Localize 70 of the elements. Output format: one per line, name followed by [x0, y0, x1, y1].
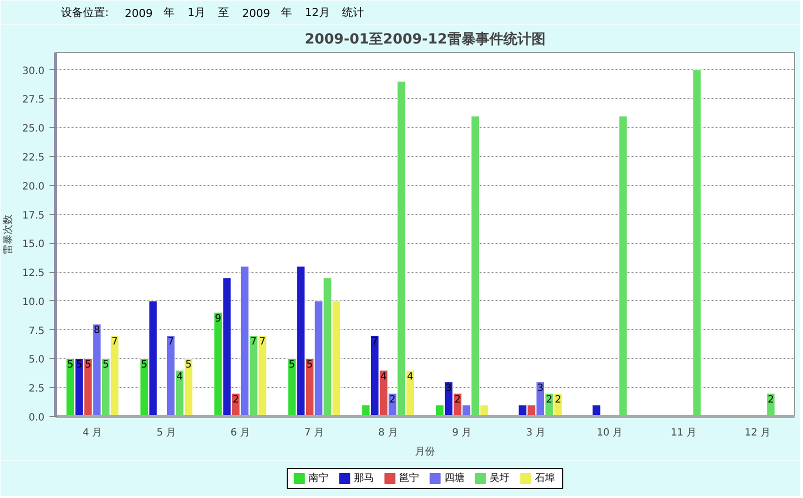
bar	[692, 70, 702, 416]
legend-label: 那马	[354, 473, 374, 484]
x-tick-label: 6 月	[230, 428, 250, 438]
y-tick-label: 30.0	[22, 66, 44, 77]
text: 12月	[304, 6, 330, 19]
legend-label: 邕宁	[399, 472, 420, 484]
x-tick-label: 12 月	[744, 428, 771, 438]
text: 2009	[124, 7, 153, 20]
bar	[618, 116, 628, 416]
y-tick-label: 12.5	[22, 268, 44, 280]
legend-label: 吴圩	[490, 472, 510, 484]
data-label: 7	[372, 336, 378, 348]
legend-label: 南宁	[308, 472, 329, 484]
y-axis-title: 雷暴次数	[3, 214, 14, 254]
data-label: 2	[389, 394, 396, 406]
legend-label: 石埠	[534, 472, 555, 484]
y-tick-label: 25.0	[22, 124, 44, 135]
x-tick-label: 7 月	[304, 428, 324, 438]
data-label: 7	[168, 336, 174, 348]
data-label: 5	[102, 360, 109, 371]
data-label: 5	[288, 360, 296, 371]
data-label: 2	[554, 394, 562, 406]
bar	[592, 404, 601, 416]
text: 年	[164, 6, 175, 19]
y-tick-label: 5.0	[28, 354, 45, 366]
x-tick-label: 3 月	[526, 428, 546, 438]
data-label: 2	[768, 394, 774, 406]
data-label: 3	[537, 382, 544, 394]
x-axis-title: 月份	[415, 446, 435, 458]
text: 年	[280, 6, 292, 19]
x-tick-label: 11 月	[670, 428, 697, 438]
text: 1月	[188, 6, 206, 19]
data-label: 3	[445, 382, 452, 394]
text: 至	[218, 6, 230, 19]
data-label: 4	[380, 371, 387, 382]
x-tick-label: 9 月	[452, 428, 472, 438]
data-label: 2	[454, 394, 461, 406]
y-tick-label: 17.5	[22, 210, 44, 222]
data-label: 8	[94, 325, 100, 336]
data-label: 4	[176, 371, 183, 382]
data-label: 2	[546, 394, 552, 406]
data-label: 9	[214, 314, 222, 324]
x-tick-label: 5 月	[156, 428, 176, 438]
data-label: 7	[250, 336, 257, 348]
y-tick-label: 15.0	[22, 239, 44, 250]
y-tick-label: 7.5	[28, 326, 45, 337]
data-label: 5	[306, 360, 313, 371]
y-tick-label: 22.5	[22, 152, 44, 164]
legend-label: 四塘	[444, 472, 464, 484]
text: 2009	[242, 7, 270, 20]
data-label: 7	[259, 336, 266, 348]
text: 设备位置:	[61, 6, 109, 19]
chart-title: 2009-01至2009-12雷暴事件统计图	[304, 30, 546, 48]
data-label: 2	[232, 394, 240, 406]
data-label: 5	[76, 360, 82, 371]
y-tick-label: 2.5	[28, 384, 45, 395]
data-label: 5	[67, 360, 74, 371]
x-tick-label: 4 月	[82, 428, 102, 438]
data-label: 5	[84, 360, 92, 371]
data-label: 5	[185, 360, 192, 371]
y-tick-label: 20.0	[22, 181, 44, 192]
y-tick-label: 0.0	[28, 412, 45, 424]
y-tick-label: 10.0	[22, 296, 44, 308]
x-tick-label: 8 月	[378, 428, 398, 438]
x-tick-label: 10 月	[596, 428, 623, 438]
y-tick-label: 27.5	[22, 94, 44, 106]
data-label: 5	[141, 360, 148, 371]
text: 统计	[342, 6, 364, 19]
data-label: 7	[111, 336, 118, 348]
data-label: 4	[407, 371, 414, 382]
